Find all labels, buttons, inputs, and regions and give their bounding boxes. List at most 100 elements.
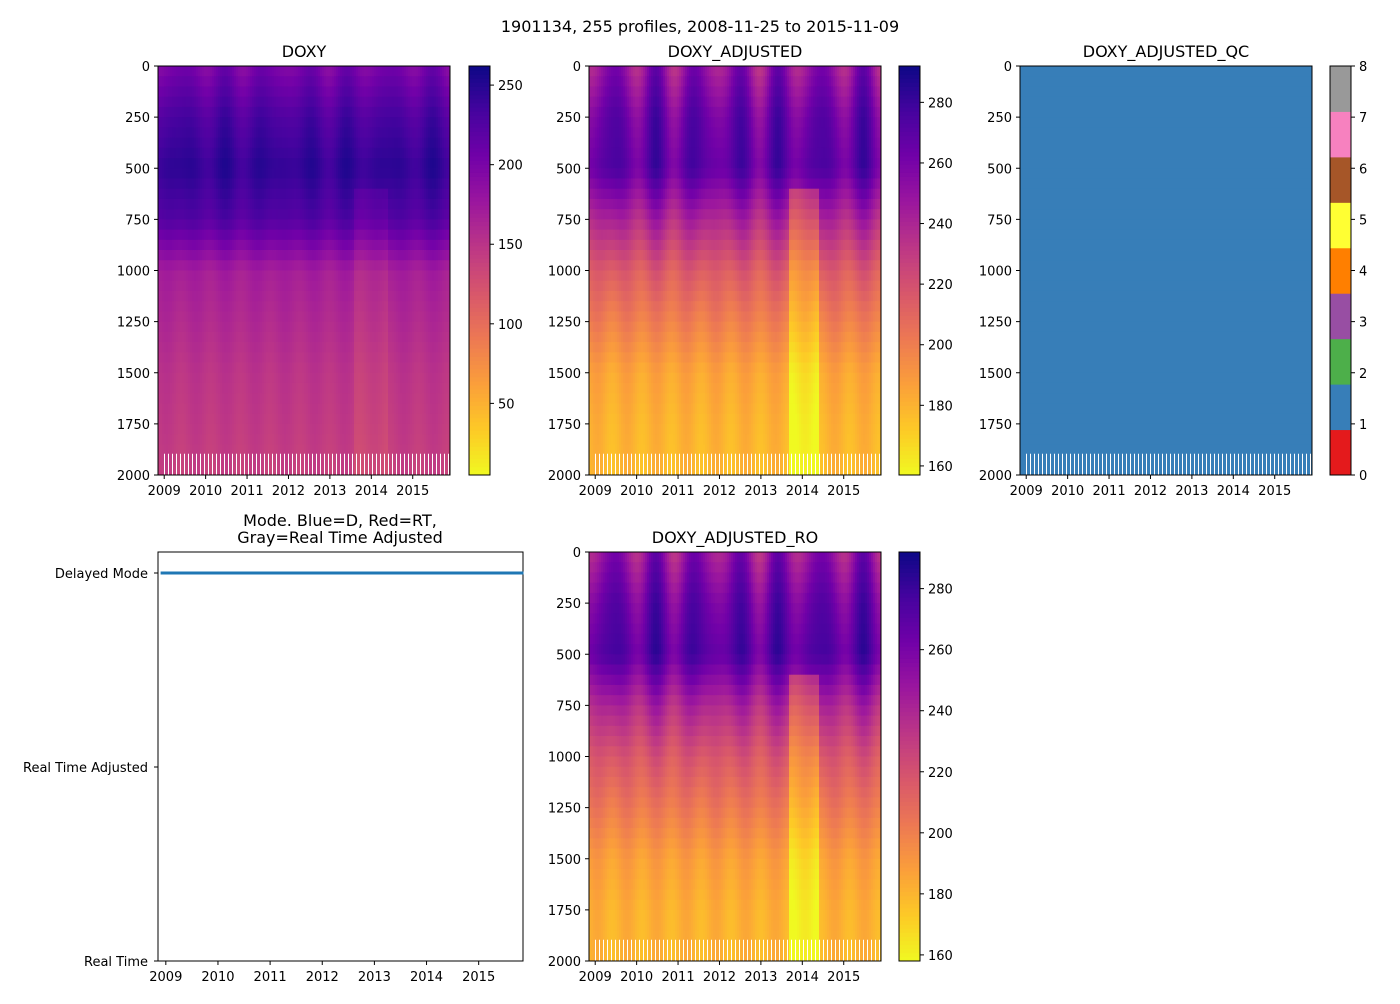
heatmap-cell [184, 342, 187, 353]
heatmap-cell [322, 444, 325, 455]
heatmap-cell [266, 147, 269, 159]
heatmap-cell [312, 76, 315, 87]
heatmap-cell [296, 382, 299, 394]
heatmap-cell [180, 454, 183, 466]
heatmap-cell [160, 290, 163, 302]
heatmap-cell [184, 198, 187, 210]
heatmap-cell [302, 250, 305, 261]
heatmap-cell [206, 188, 209, 200]
heatmap-cell [280, 290, 283, 302]
heatmap-cell [164, 393, 167, 404]
heatmap-cell [312, 198, 315, 210]
heatmap-cell [174, 413, 177, 425]
heatmap-cell [254, 76, 257, 87]
heatmap-cell [228, 444, 231, 455]
heatmap-cell [246, 352, 249, 363]
heatmap-cell [286, 76, 289, 87]
heatmap-cell [220, 96, 223, 108]
heatmap-cell [218, 96, 221, 108]
heatmap-cell [158, 198, 161, 210]
heatmap-cell [318, 260, 321, 271]
heatmap-cell [338, 311, 341, 323]
heatmap-cell [324, 250, 327, 261]
heatmap-cell [172, 342, 175, 353]
heatmap-cell [202, 352, 205, 363]
heatmap-cell [246, 198, 249, 210]
heatmap-cell [336, 413, 339, 425]
heatmap-cell [198, 239, 201, 251]
heatmap-cell [180, 239, 183, 251]
heatmap-cell [258, 178, 261, 190]
heatmap-cell [316, 188, 319, 200]
heatmap-cell [236, 86, 239, 98]
heatmap-cell [254, 372, 257, 384]
heatmap-cell [208, 321, 211, 333]
heatmap-cell [286, 209, 289, 220]
heatmap-cell [328, 444, 331, 455]
heatmap-cell [168, 321, 171, 333]
heatmap-cell [290, 270, 293, 282]
heatmap-cell [168, 158, 171, 169]
heatmap-cell [320, 239, 323, 251]
heatmap-cell [206, 382, 209, 394]
heatmap-cell [178, 86, 181, 98]
heatmap-cell [278, 178, 281, 190]
heatmap-cell [230, 464, 233, 476]
heatmap-cell [302, 66, 305, 77]
heatmap-cell [244, 127, 247, 138]
heatmap-cell [288, 270, 291, 282]
heatmap-cell [264, 270, 267, 282]
heatmap-cell [266, 321, 269, 333]
heatmap-cell [214, 106, 217, 118]
heatmap-cell [274, 76, 277, 87]
heatmap-cell [290, 168, 293, 179]
heatmap-cell [304, 219, 307, 231]
heatmap-cell [206, 403, 209, 415]
heatmap-cell [196, 158, 199, 169]
heatmap-cell [296, 270, 299, 282]
heatmap-cell [194, 331, 197, 343]
heatmap-cell [176, 86, 179, 98]
heatmap-cell [252, 382, 255, 394]
heatmap-cell [194, 270, 197, 282]
heatmap-cell [298, 198, 301, 210]
heatmap-cell [162, 198, 165, 210]
heatmap-cell [308, 260, 311, 271]
heatmap-cell [176, 168, 179, 179]
heatmap-cell [238, 117, 241, 128]
heatmap-cell [206, 168, 209, 179]
heatmap-cell [222, 106, 225, 118]
heatmap-cell [262, 454, 265, 466]
heatmap-cell [194, 168, 197, 179]
heatmap-cell [266, 342, 269, 353]
heatmap-cell [312, 96, 315, 108]
heatmap-cell [250, 127, 253, 138]
heatmap-cell [336, 117, 339, 128]
heatmap-cell [272, 290, 275, 302]
heatmap-cell [236, 250, 239, 261]
heatmap-cell [252, 117, 255, 128]
heatmap-cell [214, 158, 217, 169]
heatmap-cell [174, 372, 177, 384]
heatmap-cell [236, 270, 239, 282]
heatmap-cell [340, 311, 343, 323]
heatmap-cell [242, 454, 245, 466]
heatmap-cell [192, 434, 195, 445]
heatmap-cell [182, 352, 185, 363]
heatmap-cell [240, 219, 243, 231]
heatmap-cell [316, 239, 319, 251]
heatmap-cell [336, 137, 339, 149]
heatmap-cell [316, 158, 319, 169]
heatmap-cell [176, 321, 179, 333]
heatmap-cell [332, 127, 335, 138]
heatmap-cell [320, 454, 323, 466]
heatmap-cell [262, 106, 265, 118]
heatmap-cell [326, 270, 329, 282]
heatmap-cell [216, 413, 219, 425]
heatmap-cell [174, 311, 177, 323]
heatmap-cell [326, 403, 329, 415]
heatmap-cell [224, 270, 227, 282]
heatmap-cell [170, 250, 173, 261]
heatmap-cell [194, 393, 197, 404]
heatmap-cell [158, 260, 161, 271]
